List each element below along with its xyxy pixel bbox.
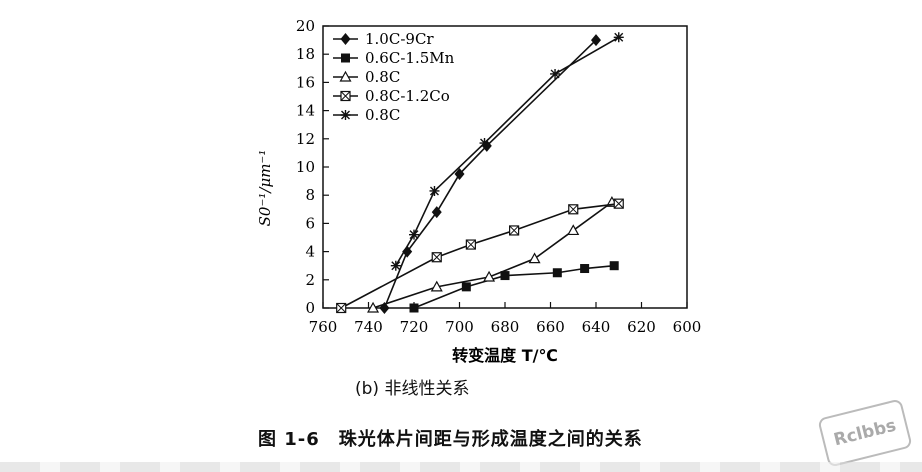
point-marker-star xyxy=(409,229,419,240)
legend-label: 0.8C xyxy=(365,106,400,124)
y-tick-label: 12 xyxy=(296,130,315,148)
point-marker xyxy=(341,53,350,63)
series-3 xyxy=(367,196,618,313)
point-marker-cross xyxy=(336,303,346,313)
y-tick-label: 0 xyxy=(305,299,315,317)
series-2 xyxy=(409,261,619,313)
point-marker xyxy=(567,224,580,236)
point-marker-star xyxy=(479,138,490,149)
point-marker xyxy=(550,68,561,79)
y-tick-label: 10 xyxy=(296,158,315,176)
y-tick-label: 4 xyxy=(305,243,315,261)
x-tick-label: 620 xyxy=(627,318,656,336)
legend-label: 0.8C xyxy=(365,68,400,86)
point-marker-cross xyxy=(509,226,519,235)
series-1 xyxy=(379,34,601,314)
point-marker xyxy=(339,70,352,82)
x-tick-label: 760 xyxy=(309,318,338,336)
point-marker xyxy=(500,271,510,281)
x-tick-label: 640 xyxy=(582,318,611,336)
watermark-logo: Rclbbs xyxy=(817,398,913,468)
y-tick-label: 8 xyxy=(305,186,315,204)
x-axis-label: 转变温度 T/℃ xyxy=(452,346,558,365)
x-tick-label: 740 xyxy=(354,318,383,336)
point-marker xyxy=(340,90,351,102)
point-marker xyxy=(461,282,471,292)
point-marker-cross xyxy=(432,252,442,262)
point-marker xyxy=(613,32,624,43)
x-tick-label: 600 xyxy=(673,318,702,336)
point-marker xyxy=(367,301,380,313)
point-marker xyxy=(483,270,496,282)
point-marker xyxy=(409,229,419,240)
x-axis-ticks: 760 740 720 700 680 660 640 620 600 xyxy=(309,302,702,336)
series-line xyxy=(372,201,613,309)
point-marker xyxy=(609,261,619,271)
point-marker xyxy=(552,268,562,278)
series-line xyxy=(340,202,619,309)
y-tick-label: 16 xyxy=(296,73,315,91)
point-marker xyxy=(431,252,442,263)
legend-label: 1.0C-9Cr xyxy=(365,30,434,48)
point-marker xyxy=(402,245,413,258)
y-axis-ticks: 0 2 4 6 8 10 12 14 16 18 20 xyxy=(296,17,329,317)
series-line xyxy=(413,264,615,309)
legend-label: 0.8C-1.2Co xyxy=(365,87,450,105)
point-marker xyxy=(613,198,624,209)
point-marker-star xyxy=(550,68,561,79)
point-marker xyxy=(465,239,476,250)
y-tick-label: 2 xyxy=(305,271,315,289)
point-marker-star xyxy=(340,110,351,120)
point-marker xyxy=(340,33,351,45)
y-tick-label: 18 xyxy=(296,45,315,63)
x-tick-label: 720 xyxy=(400,318,429,336)
point-marker xyxy=(580,264,590,274)
y-tick-label: 14 xyxy=(296,102,315,120)
series-layer xyxy=(336,32,624,314)
x-tick-label: 660 xyxy=(536,318,565,336)
point-marker xyxy=(528,252,541,264)
point-marker xyxy=(390,260,401,271)
point-marker xyxy=(429,185,440,196)
point-marker xyxy=(431,206,442,219)
page-bottom-strip xyxy=(0,462,922,472)
point-marker xyxy=(409,303,419,313)
point-marker-cross xyxy=(466,240,476,249)
series-line xyxy=(383,39,597,309)
point-marker xyxy=(454,168,465,181)
point-marker-cross xyxy=(568,204,578,214)
point-marker xyxy=(430,280,443,292)
chart-subtitle: (b) 非线性关系 xyxy=(355,379,470,399)
point-marker-star xyxy=(429,185,440,196)
point-marker-star xyxy=(390,260,401,271)
x-tick-label: 680 xyxy=(491,318,520,336)
point-marker xyxy=(591,34,601,47)
point-marker xyxy=(479,138,490,149)
point-marker xyxy=(509,225,520,236)
x-tick-label: 700 xyxy=(445,318,474,336)
y-tick-label: 6 xyxy=(305,214,315,232)
point-marker xyxy=(340,110,351,120)
point-marker-cross xyxy=(614,199,624,209)
point-marker xyxy=(336,302,347,314)
y-tick-label: 20 xyxy=(296,17,315,35)
y-axis-label: S0⁻¹/μm⁻¹ xyxy=(256,150,274,227)
legend-label: 0.6C-1.5Mn xyxy=(365,49,455,67)
point-marker xyxy=(568,204,579,215)
series-4 xyxy=(336,198,624,314)
series-5 xyxy=(390,32,624,271)
point-marker-star xyxy=(613,32,624,43)
pearlite-spacing-chart: 0 2 4 6 8 10 12 14 16 18 20 760 740 720 700 680 660 640 6… xyxy=(256,17,702,365)
point-marker-cross xyxy=(341,91,350,101)
series-line xyxy=(395,36,620,267)
figure-caption: 图 1-6 珠光体片间距与形成温度之间的关系 xyxy=(258,429,643,450)
